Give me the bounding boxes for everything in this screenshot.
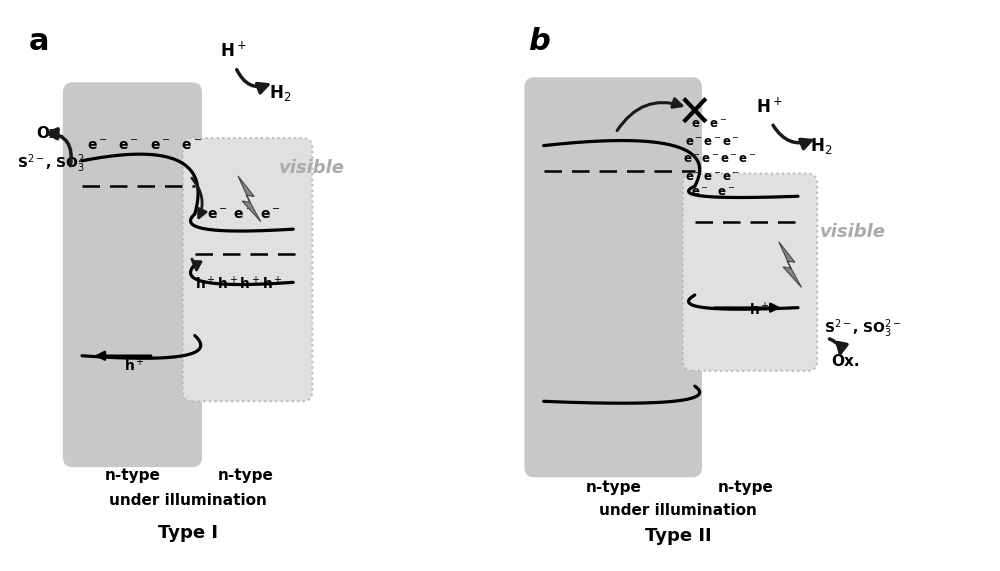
Text: Ox.: Ox. xyxy=(36,126,65,141)
Text: n-type: n-type xyxy=(217,468,273,483)
FancyBboxPatch shape xyxy=(524,77,702,477)
Polygon shape xyxy=(238,176,261,222)
Text: H$^+$: H$^+$ xyxy=(756,98,783,116)
Text: a: a xyxy=(29,27,49,57)
Text: under illumination: under illumination xyxy=(599,503,757,518)
Text: Ox.: Ox. xyxy=(832,354,860,369)
Text: under illumination: under illumination xyxy=(109,493,267,508)
FancyBboxPatch shape xyxy=(183,138,312,401)
Text: S$^{2-}$, SO$_3^{2-}$: S$^{2-}$, SO$_3^{2-}$ xyxy=(824,317,902,340)
Text: e$^-$e$^-$e$^-$e$^-$: e$^-$e$^-$e$^-$e$^-$ xyxy=(683,154,756,166)
FancyBboxPatch shape xyxy=(683,174,817,371)
Text: e$^-$  e$^-$: e$^-$ e$^-$ xyxy=(691,186,736,199)
Text: h$^+$: h$^+$ xyxy=(749,301,770,318)
Text: n-type: n-type xyxy=(585,480,641,496)
Text: h$^+$: h$^+$ xyxy=(124,357,145,375)
FancyBboxPatch shape xyxy=(63,82,202,467)
Text: n-type: n-type xyxy=(104,468,160,483)
Polygon shape xyxy=(779,242,801,287)
Text: S$^{2-}$, SO$_3^{2-}$: S$^{2-}$, SO$_3^{2-}$ xyxy=(17,153,95,175)
Text: Type I: Type I xyxy=(158,524,218,542)
Text: visible: visible xyxy=(279,159,345,178)
Text: e$^-$e$^-$e$^-$: e$^-$e$^-$e$^-$ xyxy=(685,171,740,184)
Text: e$^-$e$^-$e$^-$: e$^-$e$^-$e$^-$ xyxy=(685,135,740,148)
Text: visible: visible xyxy=(820,223,886,241)
Text: e$^-$  e$^-$  e$^-$  e$^-$: e$^-$ e$^-$ e$^-$ e$^-$ xyxy=(87,138,202,152)
Text: n-type: n-type xyxy=(717,480,773,496)
Text: H$_2$: H$_2$ xyxy=(269,82,292,103)
Text: h$^+$h$^+$h$^+$h$^+$: h$^+$h$^+$h$^+$h$^+$ xyxy=(195,275,283,292)
Text: H$_2$: H$_2$ xyxy=(810,136,832,156)
Text: e$^-$ e$^-$ e$^-$: e$^-$ e$^-$ e$^-$ xyxy=(207,208,281,222)
Text: b: b xyxy=(528,27,550,57)
Text: H$^+$: H$^+$ xyxy=(220,42,247,61)
Text: e$^-$e$^-$: e$^-$e$^-$ xyxy=(691,118,728,131)
Text: Type II: Type II xyxy=(645,526,711,545)
